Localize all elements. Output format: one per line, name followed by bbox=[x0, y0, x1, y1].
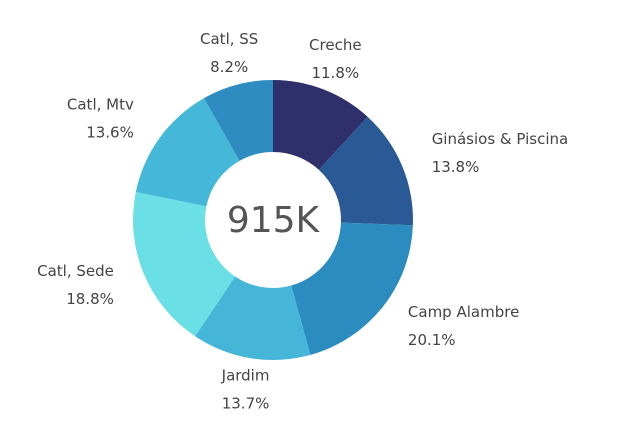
donut-segment bbox=[135, 98, 240, 207]
segment-label: Jardim bbox=[221, 366, 270, 384]
segment-value-label: 13.8% bbox=[432, 158, 480, 176]
donut-segment bbox=[133, 192, 236, 337]
segment-value-label: 13.6% bbox=[86, 123, 134, 141]
segment-label: Catl, Sede bbox=[37, 262, 114, 280]
segment-value-label: 8.2% bbox=[210, 58, 248, 76]
segment-value-label: 18.8% bbox=[66, 290, 114, 308]
segment-label: Camp Alambre bbox=[408, 303, 519, 321]
segment-label: Catl, Mtv bbox=[67, 95, 134, 113]
donut-segment bbox=[291, 222, 413, 355]
segment-value-label: 20.1% bbox=[408, 331, 456, 349]
donut-segment bbox=[318, 116, 413, 226]
segment-label: Creche bbox=[309, 36, 362, 54]
donut-segment bbox=[195, 276, 311, 360]
center-label: 915K bbox=[227, 200, 321, 241]
donut-segment bbox=[273, 80, 368, 170]
segment-label: Catl, SS bbox=[200, 30, 258, 48]
segment-label: Ginásios & Piscina bbox=[432, 130, 569, 148]
donut-segment bbox=[204, 80, 273, 161]
segment-value-label: 13.7% bbox=[222, 394, 270, 412]
segment-value-label: 11.8% bbox=[311, 64, 359, 82]
